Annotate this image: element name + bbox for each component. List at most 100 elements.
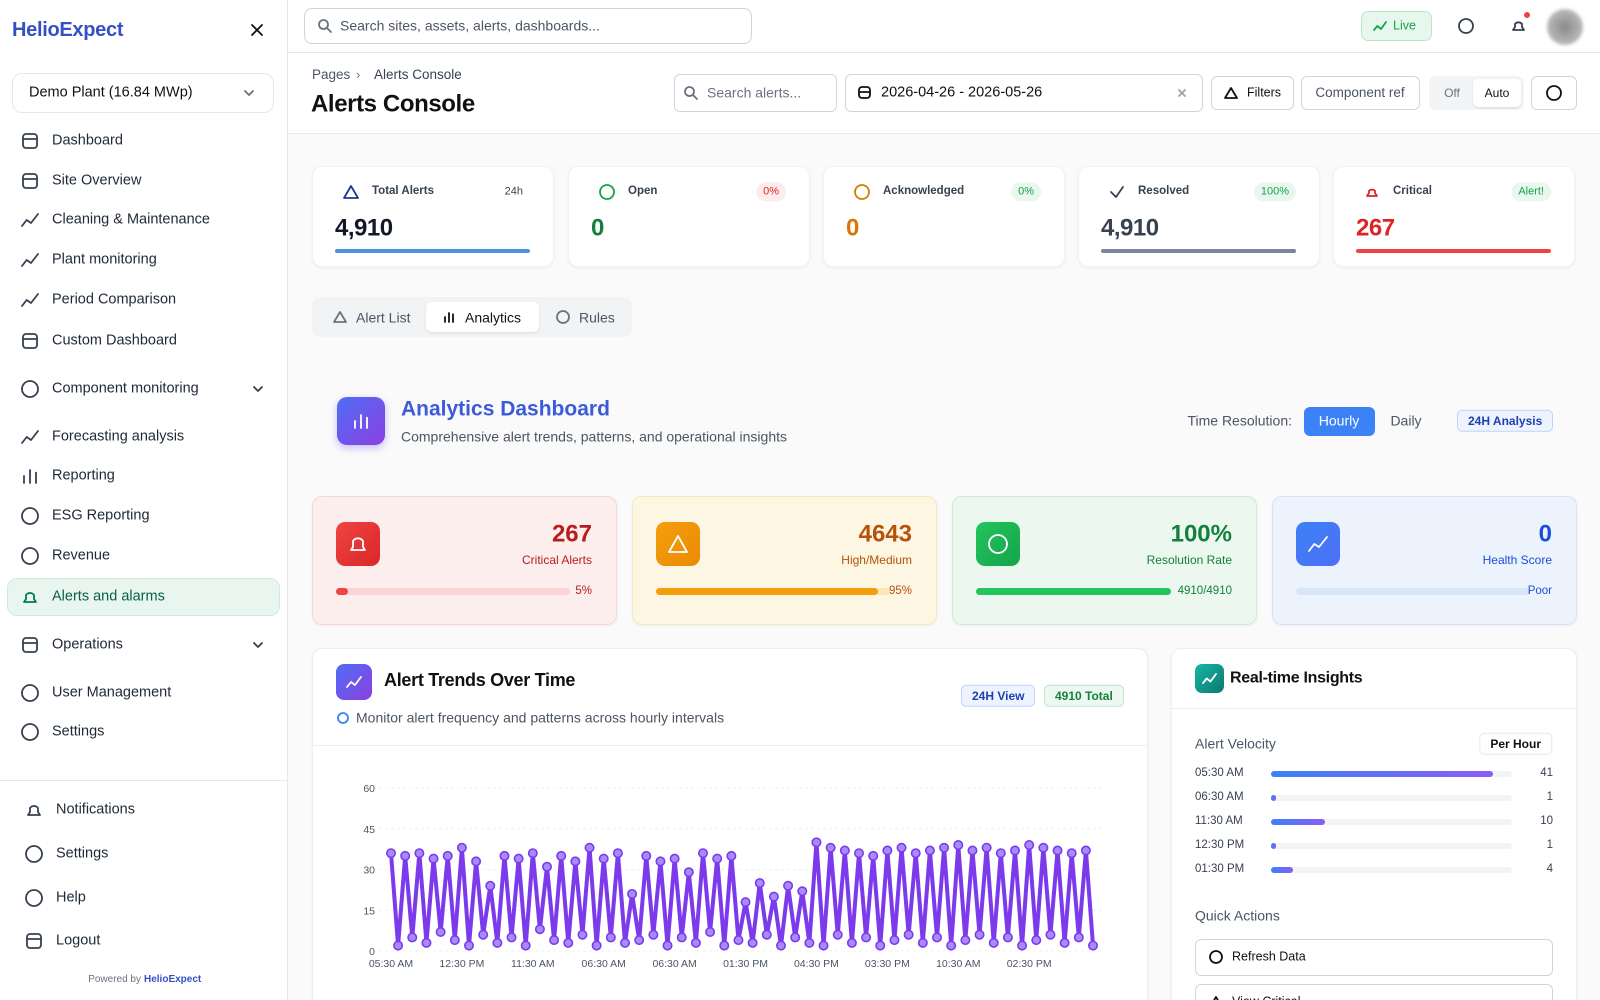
- kpi-label: Resolution Rate: [1146, 552, 1232, 567]
- quick-action-button[interactable]: [1195, 984, 1553, 1000]
- nav-item[interactable]: Cleaning & Maintenance: [52, 211, 210, 228]
- nav-active: [7, 578, 280, 616]
- icon: [244, 90, 254, 96]
- plant-selector[interactable]: [12, 73, 274, 113]
- icon: [1546, 85, 1562, 101]
- data-point: [669, 853, 680, 864]
- nav-item[interactable]: Site Overview: [52, 172, 142, 189]
- global-search-placeholder: Search sites, assets, alerts, dashboards…: [340, 17, 600, 34]
- stat-card: [823, 166, 1065, 267]
- component-ref-label: Component ref: [1315, 84, 1405, 100]
- footer-icon: [24, 844, 44, 864]
- icon: [318, 19, 332, 33]
- nav-chevron: [250, 637, 266, 653]
- nav-item[interactable]: Custom Dashboard: [52, 332, 177, 349]
- icon: [253, 642, 263, 648]
- icon: [854, 184, 870, 200]
- alert-search[interactable]: [674, 74, 837, 112]
- nav-icon: [20, 331, 40, 351]
- tab[interactable]: Rules: [579, 309, 615, 326]
- data-point: [1002, 932, 1013, 943]
- data-point: [939, 842, 950, 853]
- global-search[interactable]: [304, 8, 752, 44]
- quick-action-label[interactable]: Refresh Data: [1232, 949, 1306, 964]
- data-point: [556, 850, 567, 861]
- data-point: [577, 929, 588, 940]
- footer-nav-item[interactable]: Logout: [56, 932, 101, 949]
- breadcrumb[interactable]: Pages: [312, 66, 351, 82]
- data-point: [811, 837, 822, 848]
- nav-item[interactable]: Forecasting analysis: [52, 428, 185, 445]
- icon: [1308, 536, 1328, 552]
- nav-item[interactable]: Reporting: [52, 467, 115, 484]
- data-point: [456, 842, 467, 853]
- data-point: [853, 848, 864, 859]
- data-point: [832, 929, 843, 940]
- nav-item[interactable]: Period Comparison: [52, 291, 177, 308]
- icon: [1110, 186, 1124, 198]
- footer-nav-item[interactable]: Notifications: [56, 801, 135, 818]
- nav-item[interactable]: Alerts and alarms: [52, 588, 165, 605]
- data-point: [1052, 845, 1063, 856]
- data-point: [499, 850, 510, 861]
- hourly-button[interactable]: [1304, 407, 1375, 436]
- nav-item[interactable]: Plant monitoring: [52, 251, 157, 268]
- kpi-bar-label: 5%: [575, 585, 592, 598]
- data-point: [478, 929, 489, 940]
- icon: [21, 723, 39, 741]
- tab[interactable]: Analytics: [465, 309, 522, 326]
- kpi-label: Health Score: [1482, 552, 1552, 567]
- filters-button[interactable]: [1211, 76, 1294, 110]
- data-point: [690, 937, 701, 948]
- notif-dot: [1524, 12, 1530, 18]
- kpi-progress: [976, 588, 1171, 595]
- kpi-icon: [1296, 522, 1340, 566]
- icon: [337, 712, 349, 724]
- live-icon: [1372, 18, 1388, 34]
- component-ref[interactable]: [1301, 76, 1420, 110]
- icon: [1224, 87, 1238, 99]
- trends-icon: [336, 664, 372, 700]
- data-point: [839, 845, 850, 856]
- kpi-value: 267: [551, 520, 592, 548]
- data-point: [1031, 935, 1042, 946]
- page-title: Alerts Console: [311, 90, 475, 118]
- nav-item[interactable]: User Management: [52, 684, 172, 701]
- nav-icon: [20, 683, 40, 703]
- data-point: [435, 926, 446, 937]
- resolution-option[interactable]: Daily: [1390, 412, 1422, 429]
- trends-subtitle: Monitor alert frequency and patterns acr…: [356, 709, 725, 726]
- quick-action-label[interactable]: View Critical: [1232, 995, 1301, 1000]
- x-tick-label: 11:30 AM: [511, 958, 555, 970]
- quick-action-button[interactable]: [1195, 939, 1553, 976]
- data-point: [513, 853, 524, 864]
- date-range[interactable]: [845, 74, 1203, 112]
- icon: [1366, 188, 1378, 197]
- resolution-option[interactable]: Hourly: [1318, 412, 1360, 429]
- refresh-button[interactable]: [1531, 76, 1577, 110]
- data-point: [1059, 937, 1070, 948]
- tab[interactable]: Alert List: [356, 309, 411, 326]
- icon: [858, 86, 871, 99]
- kpi-icon-glyph: [667, 533, 689, 555]
- data-point: [506, 932, 517, 943]
- kpi-value: 4643: [858, 520, 912, 548]
- kpi-value: 0: [1538, 520, 1552, 548]
- footer-nav-item[interactable]: Help: [56, 889, 86, 906]
- data-point: [386, 848, 397, 859]
- nav-item[interactable]: Component monitoring: [52, 380, 199, 397]
- nav-item[interactable]: Dashboard: [52, 132, 123, 149]
- insights-title: Real-time Insights: [1230, 669, 1363, 687]
- nav-item[interactable]: Revenue: [52, 547, 111, 564]
- footer-nav-item[interactable]: Settings: [56, 845, 109, 862]
- nav-item[interactable]: Settings: [52, 723, 105, 740]
- nav-item[interactable]: Operations: [52, 636, 123, 653]
- nav-item[interactable]: ESG Reporting: [52, 507, 150, 524]
- alert-search-placeholder: Search alerts...: [707, 84, 802, 101]
- kpi-value: 100%: [1170, 520, 1232, 548]
- velocity-time: 11:30 AM: [1195, 815, 1243, 828]
- icon: [23, 592, 37, 603]
- data-point: [1038, 842, 1049, 853]
- breadcrumb-sep: ›: [356, 67, 361, 83]
